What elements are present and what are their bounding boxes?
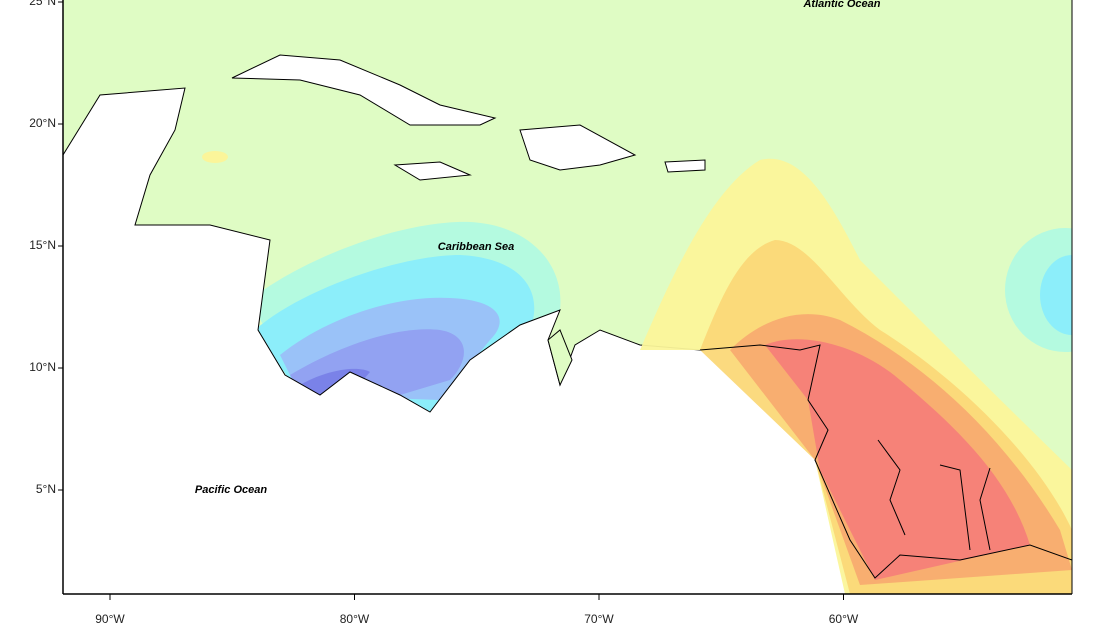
lat-tick-label: 25°N [29, 0, 56, 8]
lon-tick-label: 90°W [95, 612, 125, 626]
jamaica [393, 161, 472, 181]
coastline [699, 344, 1072, 579]
ticks: 25°N 20°N 15°N 10°N 5°N 90°W 80°W 70°W 60°W [29, 0, 859, 626]
lon-tick-label: 70°W [584, 612, 614, 626]
border [877, 439, 991, 551]
lon-tick-label: 80°W [340, 612, 370, 626]
lat-tick-label: 15°N [29, 238, 56, 252]
contour [1040, 255, 1072, 335]
lon-tick-label: 60°W [829, 612, 859, 626]
contour [765, 339, 1030, 580]
lat-tick-label: 5°N [36, 482, 56, 496]
ocean-label: Pacific Ocean [195, 484, 267, 496]
puerto-rico [664, 159, 706, 173]
cuba [231, 54, 497, 126]
lat-tick-label: 10°N [29, 360, 56, 374]
hispaniola [519, 124, 637, 171]
lat-tick-label: 20°N [29, 116, 56, 130]
contour [202, 151, 228, 163]
map-area: Atlantic Ocean Caribbean Sea Pacific Oce… [63, 0, 1072, 594]
sea-label: Caribbean Sea [438, 241, 514, 253]
ocean-label: Atlantic Ocean [802, 0, 880, 10]
lake [547, 329, 573, 387]
